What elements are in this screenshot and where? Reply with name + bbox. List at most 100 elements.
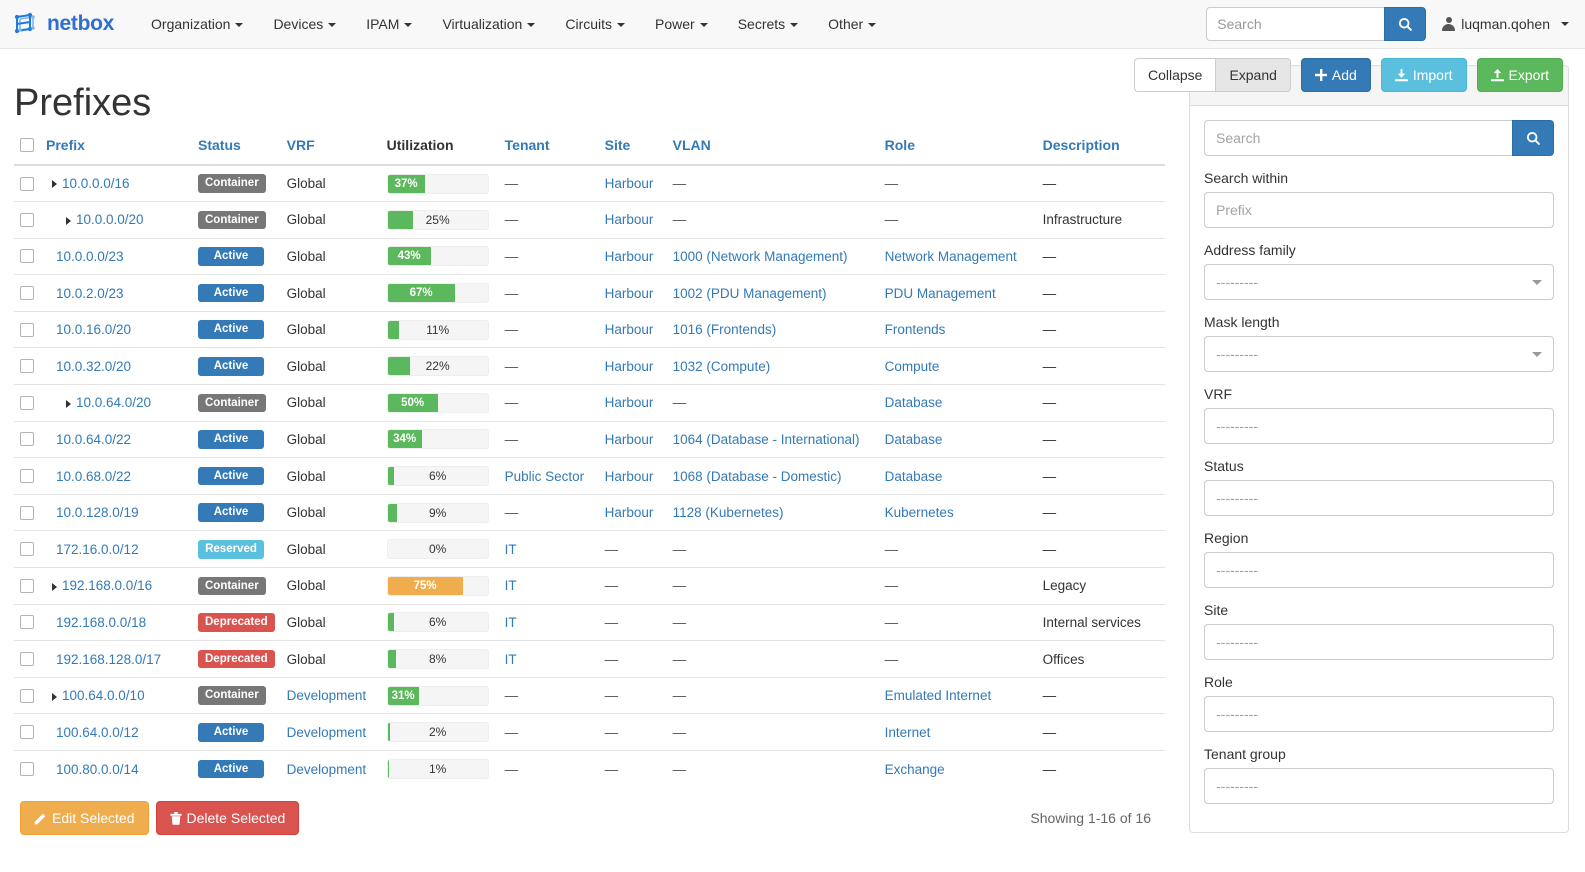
vlan-link[interactable]: 1068 (Database - Domestic): [672, 468, 842, 484]
row-checkbox[interactable]: [20, 688, 34, 703]
user-menu[interactable]: luqman.qohen: [1442, 16, 1575, 32]
prefix-link[interactable]: 10.0.0.0/23: [56, 248, 124, 264]
filter-input-vrf[interactable]: [1204, 408, 1554, 444]
site-link[interactable]: Harbour: [604, 322, 654, 338]
vlan-link[interactable]: 1000 (Network Management): [672, 248, 848, 264]
row-checkbox[interactable]: [20, 469, 34, 484]
tenant-link[interactable]: IT: [504, 578, 517, 594]
vlan-link[interactable]: 1064 (Database - International): [672, 431, 860, 447]
prefix-link[interactable]: 172.16.0.0/12: [56, 541, 139, 557]
site-link[interactable]: Harbour: [604, 431, 654, 447]
row-checkbox[interactable]: [20, 652, 34, 667]
prefix-link[interactable]: 10.0.68.0/22: [56, 468, 132, 484]
site-link[interactable]: Harbour: [604, 395, 654, 411]
global-search-input[interactable]: [1206, 7, 1385, 41]
nav-item-virtualization[interactable]: Virtualization: [427, 0, 550, 49]
sidebar-search-button[interactable]: [1512, 120, 1554, 156]
site-link[interactable]: Harbour: [604, 468, 654, 484]
column-header-description[interactable]: Description: [1036, 127, 1165, 166]
row-checkbox[interactable]: [20, 578, 34, 593]
vrf-link[interactable]: Development: [286, 724, 367, 740]
filter-input-site[interactable]: [1204, 624, 1554, 660]
prefix-link[interactable]: 10.0.2.0/23: [56, 285, 124, 301]
filter-input-search-within[interactable]: [1204, 192, 1554, 228]
nav-item-devices[interactable]: Devices: [258, 0, 351, 49]
nav-item-other[interactable]: Other: [813, 0, 891, 49]
role-link[interactable]: Database: [884, 468, 943, 484]
vrf-link[interactable]: Development: [286, 761, 367, 777]
tenant-link[interactable]: IT: [504, 651, 517, 667]
prefix-link[interactable]: 10.0.64.0/22: [56, 431, 132, 447]
vrf-link[interactable]: Development: [286, 688, 367, 704]
nav-item-circuits[interactable]: Circuits: [550, 0, 640, 49]
sidebar-search-input[interactable]: [1204, 120, 1512, 156]
collapse-button[interactable]: Collapse: [1133, 58, 1216, 92]
prefix-link[interactable]: 192.168.128.0/17: [56, 651, 162, 667]
role-link[interactable]: Internet: [884, 724, 931, 740]
filter-select-mask-length[interactable]: [1204, 336, 1554, 372]
expand-caret-icon[interactable]: [52, 692, 57, 701]
row-checkbox[interactable]: [20, 615, 34, 630]
row-checkbox[interactable]: [20, 249, 34, 264]
site-link[interactable]: Harbour: [604, 285, 654, 301]
filter-input-region[interactable]: [1204, 552, 1554, 588]
prefix-link[interactable]: 100.80.0.0/14: [56, 761, 139, 777]
expand-caret-icon[interactable]: [66, 216, 71, 225]
prefix-link[interactable]: 192.168.0.0/16: [62, 578, 153, 594]
expand-button[interactable]: Expand: [1215, 58, 1291, 92]
filter-input-status[interactable]: [1204, 480, 1554, 516]
vlan-link[interactable]: 1128 (Kubernetes): [672, 505, 784, 521]
tenant-link[interactable]: Public Sector: [504, 468, 585, 484]
row-checkbox[interactable]: [20, 762, 34, 777]
row-checkbox[interactable]: [20, 395, 34, 410]
row-checkbox[interactable]: [20, 725, 34, 740]
nav-item-ipam[interactable]: IPAM: [351, 0, 427, 49]
prefix-link[interactable]: 100.64.0.0/10: [62, 688, 145, 704]
delete-selected-button[interactable]: Delete Selected: [155, 801, 300, 836]
vlan-link[interactable]: 1016 (Frontends): [672, 322, 777, 338]
netbox-logo-link[interactable]: netbox: [8, 11, 136, 37]
row-checkbox[interactable]: [20, 286, 34, 301]
filter-input-role[interactable]: [1204, 696, 1554, 732]
prefix-link[interactable]: 10.0.32.0/20: [56, 358, 132, 374]
expand-caret-icon[interactable]: [66, 399, 71, 408]
row-checkbox[interactable]: [20, 359, 34, 374]
site-link[interactable]: Harbour: [604, 212, 654, 228]
row-checkbox[interactable]: [20, 212, 34, 227]
column-header-site[interactable]: Site: [598, 127, 667, 166]
column-header-tenant[interactable]: Tenant: [498, 127, 599, 166]
prefix-link[interactable]: 10.0.16.0/20: [56, 322, 132, 338]
add-button[interactable]: Add: [1300, 58, 1371, 92]
filter-input-tenant-group[interactable]: [1204, 768, 1554, 804]
site-link[interactable]: Harbour: [604, 248, 654, 264]
column-header-prefix[interactable]: Prefix: [40, 127, 192, 166]
column-header-role[interactable]: Role: [878, 127, 1037, 166]
prefix-link[interactable]: 10.0.128.0/19: [56, 505, 139, 521]
prefix-link[interactable]: 100.64.0.0/12: [56, 724, 139, 740]
global-search-button[interactable]: [1384, 7, 1427, 41]
column-header-vlan[interactable]: VLAN: [666, 127, 879, 166]
role-link[interactable]: Compute: [884, 358, 940, 374]
select-all-checkbox[interactable]: [20, 138, 34, 152]
prefix-link[interactable]: 10.0.64.0/20: [76, 395, 152, 411]
role-link[interactable]: Frontends: [884, 322, 946, 338]
import-button[interactable]: Import: [1380, 58, 1467, 92]
column-header-vrf[interactable]: VRF: [280, 127, 381, 166]
expand-caret-icon[interactable]: [52, 582, 57, 591]
prefix-link[interactable]: 10.0.0.0/16: [62, 176, 130, 192]
row-checkbox[interactable]: [20, 176, 34, 191]
site-link[interactable]: Harbour: [604, 358, 654, 374]
edit-selected-button[interactable]: Edit Selected: [20, 801, 149, 836]
column-header-status[interactable]: Status: [192, 127, 281, 166]
nav-item-power[interactable]: Power: [640, 0, 723, 49]
vlan-link[interactable]: 1002 (PDU Management): [672, 285, 827, 301]
row-checkbox[interactable]: [20, 542, 34, 557]
expand-caret-icon[interactable]: [52, 180, 57, 189]
role-link[interactable]: Emulated Internet: [884, 688, 992, 704]
role-link[interactable]: Database: [884, 431, 943, 447]
row-checkbox[interactable]: [20, 505, 34, 520]
role-link[interactable]: PDU Management: [884, 285, 996, 301]
row-checkbox[interactable]: [20, 432, 34, 447]
nav-item-organization[interactable]: Organization: [136, 0, 258, 49]
role-link[interactable]: Kubernetes: [884, 505, 954, 521]
